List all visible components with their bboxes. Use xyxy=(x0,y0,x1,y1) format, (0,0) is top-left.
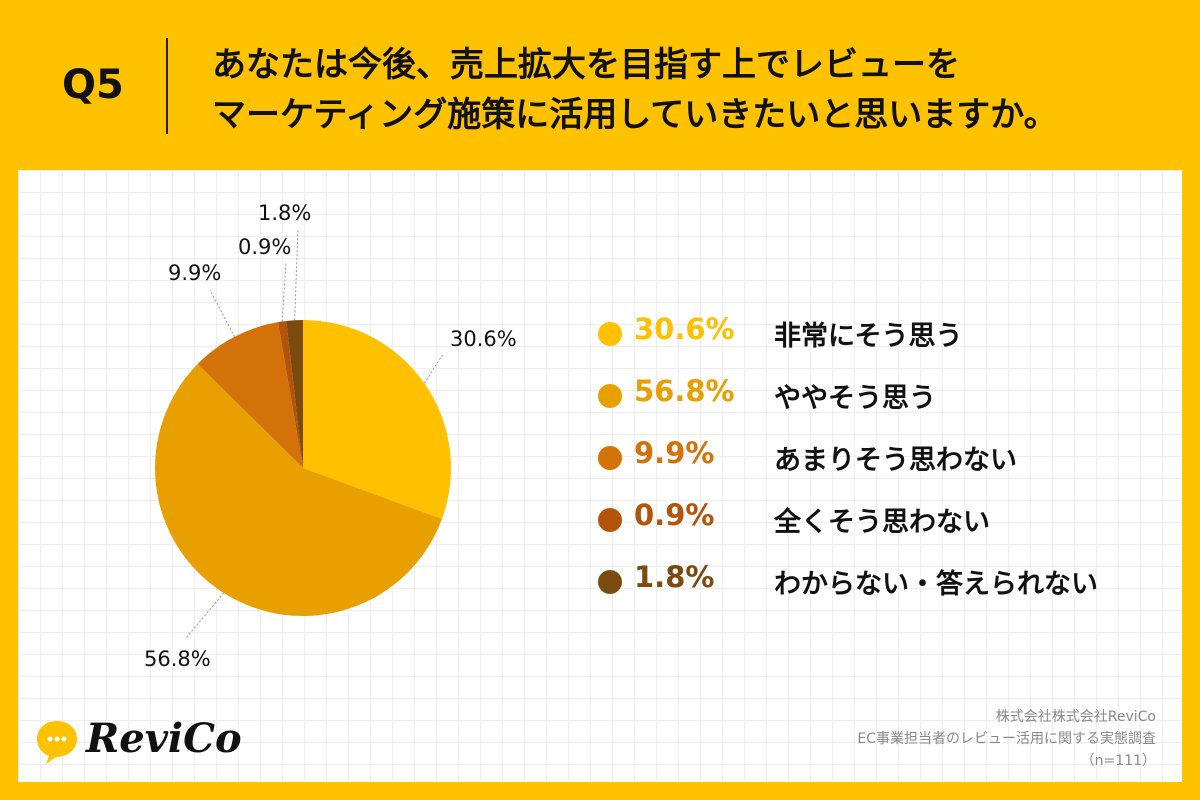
legend-label: わからない・答えられない xyxy=(774,569,1098,600)
legend-label: ややそう思う xyxy=(774,383,936,414)
legend-dot xyxy=(598,384,622,408)
pie-chart: 30.6% 56.8% 9.9% 0.9% 1.8% xyxy=(144,201,517,671)
slice-data-label: 30.6% xyxy=(450,327,517,351)
slice-data-label: 56.8% xyxy=(144,647,211,671)
leader-line xyxy=(423,353,444,384)
legend-dot xyxy=(598,322,622,346)
legend-percent: 56.8% xyxy=(634,374,735,408)
legend-percent: 1.8% xyxy=(634,560,715,594)
legend-dot xyxy=(598,446,622,470)
chart-panel: 30.6% 56.8% 9.9% 0.9% 1.8% 30.6% 非常にそう思う 56.… xyxy=(18,170,1182,782)
legend-label: あまりそう思わない xyxy=(774,445,1017,476)
logo-text: ReviCo xyxy=(86,715,242,762)
question-number: Q5 xyxy=(62,62,124,108)
leader-line xyxy=(185,592,225,639)
question-header: Q5 あなたは今後、売上拡大を目指す上でレビューを マーケティング施策に活用して… xyxy=(0,0,1200,170)
slice-data-label: 0.9% xyxy=(238,235,291,259)
legend-dot xyxy=(598,508,622,532)
slice-data-label: 1.8% xyxy=(258,201,311,225)
source-line-3: （n=111） xyxy=(1080,753,1156,769)
question-line-1: あなたは今後、売上拡大を目指す上でレビューを xyxy=(212,45,960,85)
question-line-2: マーケティング施策に活用していきたいと思いますか。 xyxy=(212,95,1058,135)
pie-slice xyxy=(155,364,442,616)
pie-slice xyxy=(278,320,303,468)
source-line-2: EC事業担当者のレビュー活用に関する実態調査 xyxy=(857,731,1156,747)
leader-line xyxy=(294,227,299,321)
legend-dot xyxy=(598,570,622,594)
legend-label: 非常にそう思う xyxy=(774,321,963,352)
legend-percent: 0.9% xyxy=(634,498,715,532)
pie-slice xyxy=(303,320,451,520)
leader-line xyxy=(281,261,287,322)
leader-line xyxy=(209,289,236,338)
speech-bubble-icon xyxy=(37,721,77,764)
legend-label: 全くそう思わない xyxy=(774,507,990,538)
slice-data-label: 9.9% xyxy=(168,261,221,285)
question-text: あなたは今後、売上拡大を目指す上でレビューを マーケティング施策に活用していきた… xyxy=(212,40,1058,140)
source-line-1: 株式会社株式会社ReviCo xyxy=(995,709,1156,725)
legend-percent: 30.6% xyxy=(634,312,735,346)
source-note: 株式会社株式会社ReviCo EC事業担当者のレビュー活用に関する実態調査 （n… xyxy=(857,706,1156,772)
legend-percent: 9.9% xyxy=(634,436,715,470)
pie-slice xyxy=(286,320,303,468)
pie-slice xyxy=(197,322,303,468)
header-divider xyxy=(166,38,168,134)
